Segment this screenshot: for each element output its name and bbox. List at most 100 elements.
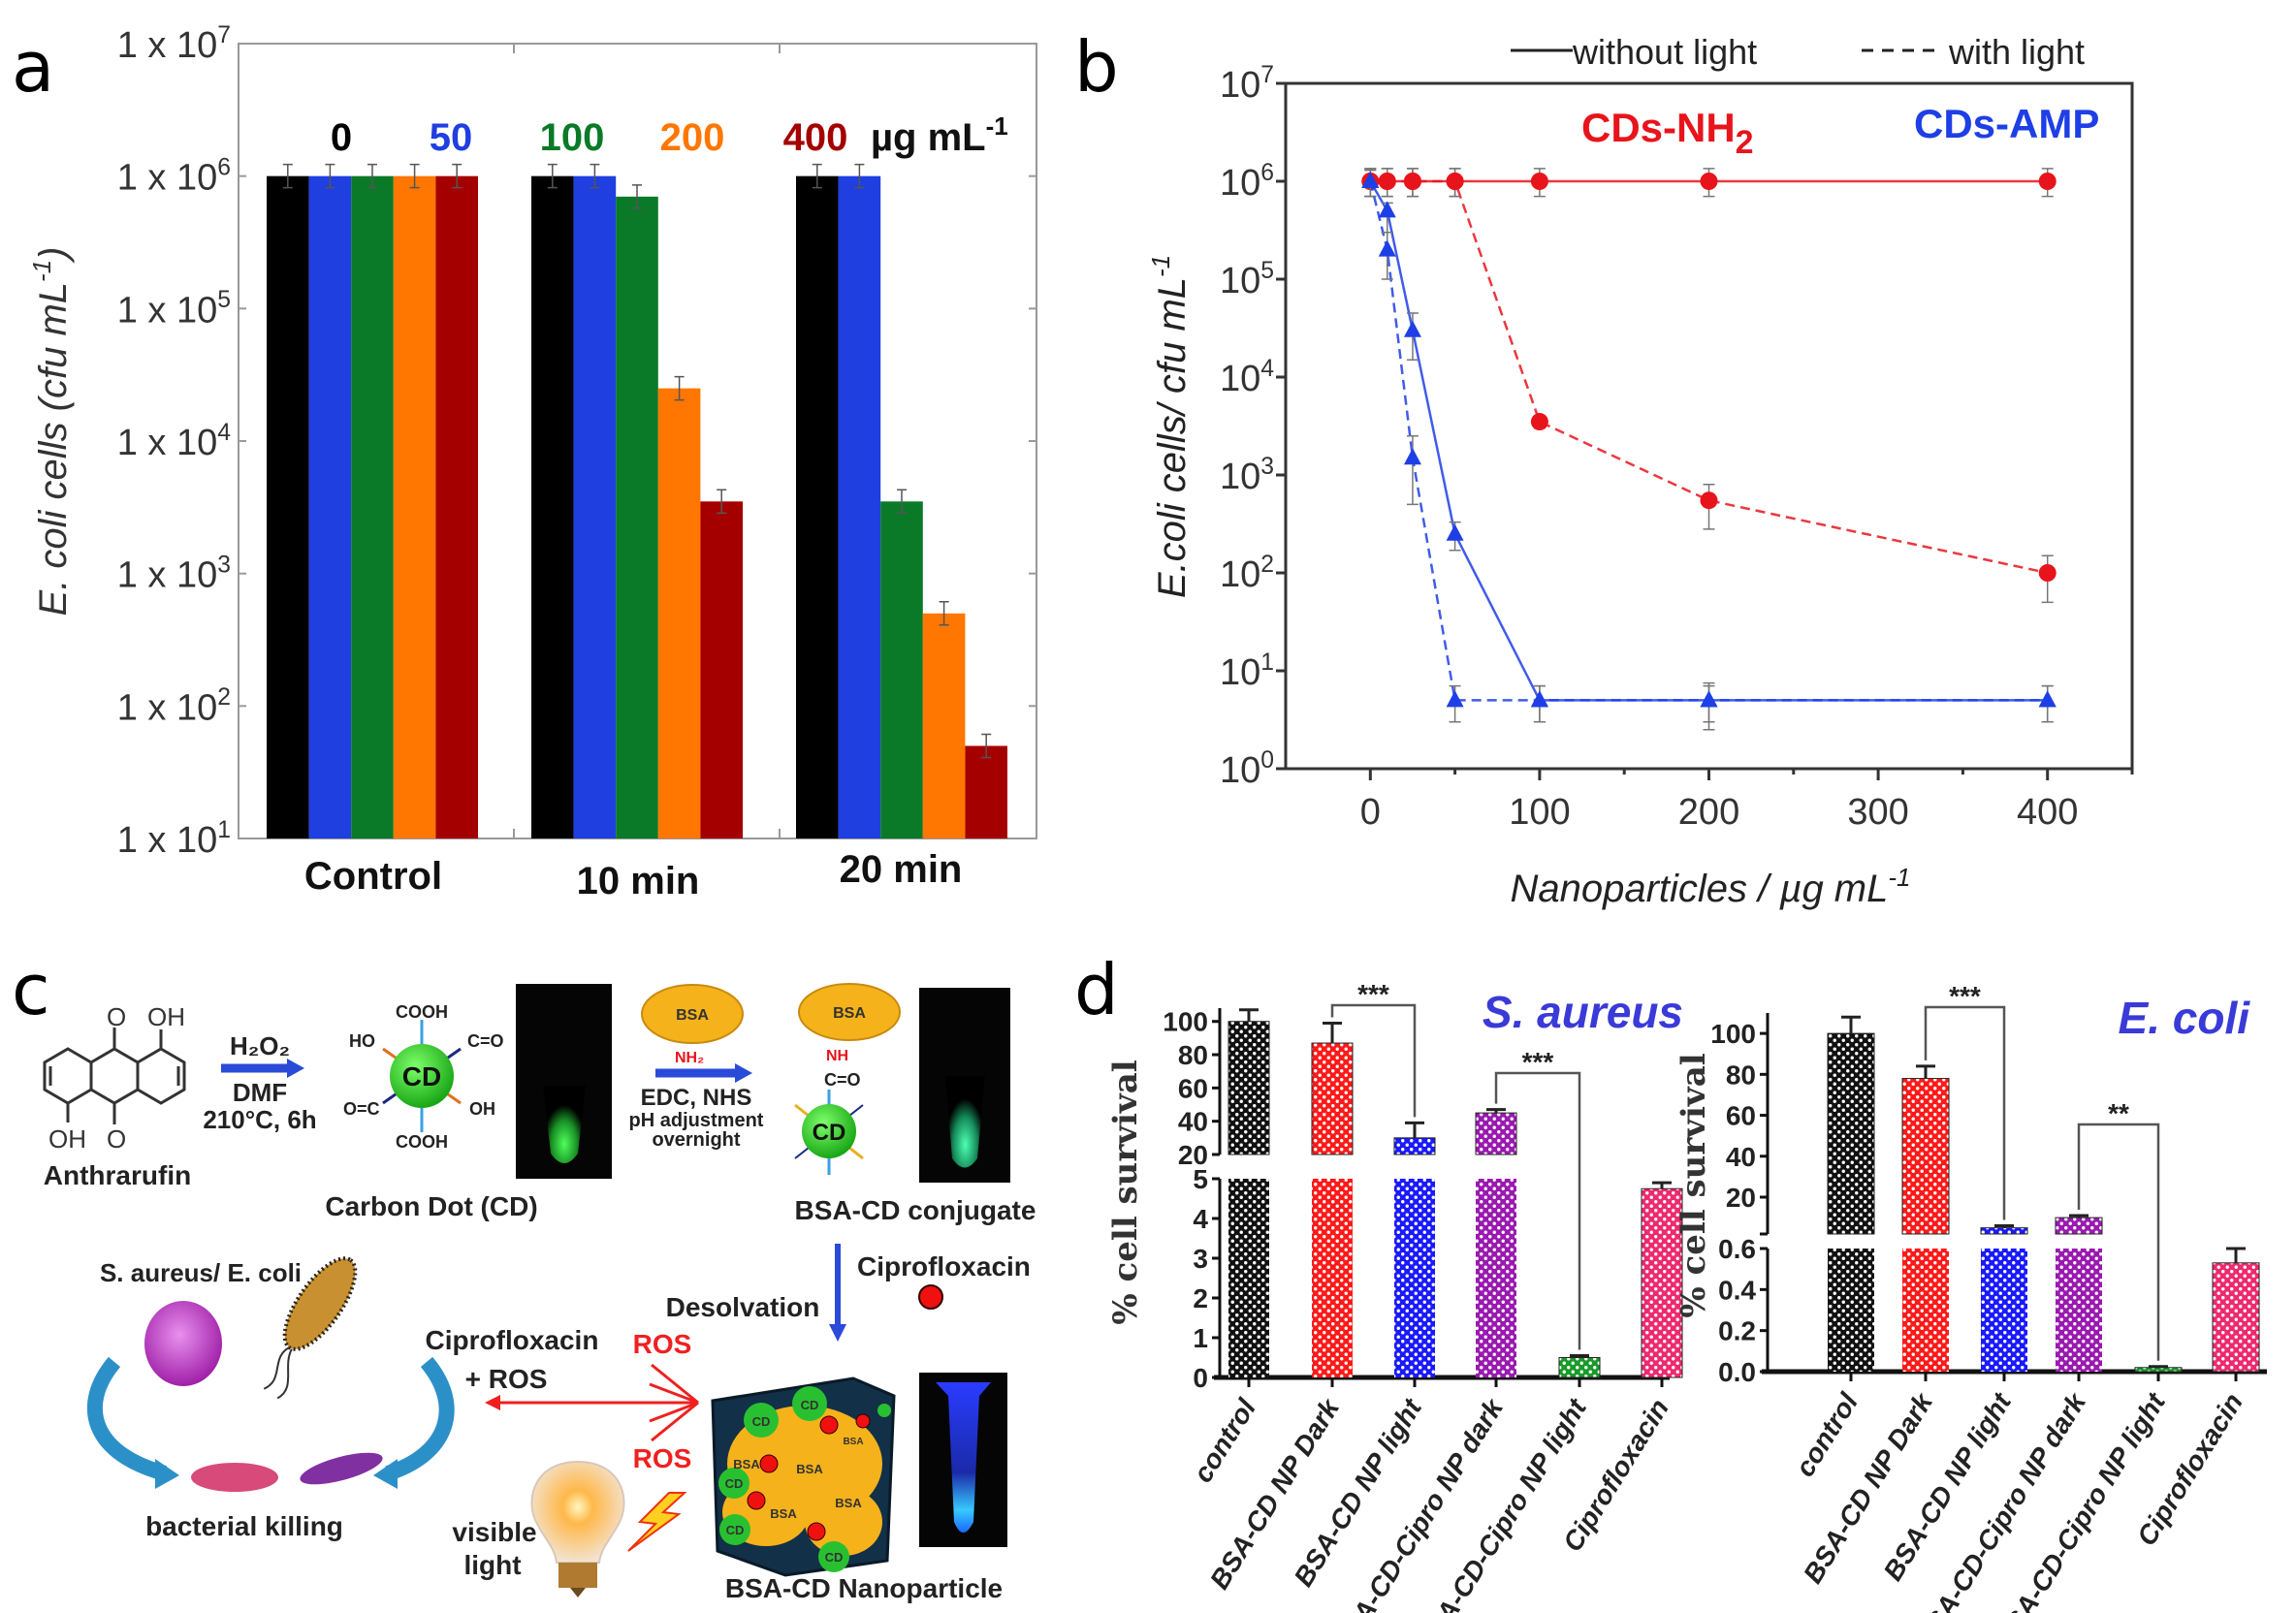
oh-label: OH — [469, 1099, 495, 1119]
data-point — [1446, 173, 1464, 190]
carbon-dot-icon: CD — [794, 1090, 864, 1175]
data-point — [2038, 690, 2057, 708]
error-bar — [1570, 1353, 1589, 1358]
y-tick-label-superscript: 2 — [217, 684, 231, 711]
bar-control-lower — [1828, 1249, 1874, 1372]
ros-rays-icon — [496, 1363, 699, 1442]
bsa-label: BSA — [733, 1457, 760, 1471]
bar-bsa-cd-np-light-lower — [1394, 1179, 1435, 1377]
error-bar — [1405, 1121, 1424, 1138]
arrow-head-icon — [373, 1459, 398, 1489]
error-bar — [1841, 1015, 1861, 1034]
bar-bsa-cd-np-light — [1393, 1137, 1436, 1155]
bar-400-control — [435, 175, 478, 838]
y-tick-label: 107 — [1220, 62, 1274, 106]
y-tick-label: 105 — [1220, 258, 1274, 301]
bar-50-10-min — [573, 175, 617, 838]
bar-400-20-min — [965, 745, 1007, 838]
bar-0-20-min — [796, 175, 839, 838]
bsa-label: BSA — [835, 1496, 862, 1510]
bar-200-20-min — [922, 613, 966, 838]
s-aureus-cell-icon — [144, 1301, 222, 1386]
y-tick-label: 102 — [1220, 552, 1274, 595]
y-tick-label: 100 — [1220, 747, 1274, 791]
y-tick-label: 1 x 106 — [117, 154, 231, 198]
cd-label: CD — [825, 1550, 844, 1565]
error-bar — [854, 163, 865, 189]
co-label: C=O — [824, 1070, 861, 1090]
arrow-head-icon — [735, 1063, 752, 1083]
y-tick-label-text: 1 x 10 — [117, 25, 218, 66]
y-tick-label-superscript: 0 — [1260, 747, 1274, 774]
error-bar — [981, 733, 992, 759]
y-tick-label-text: 10 — [1220, 652, 1260, 693]
e-coli-cell-icon — [263, 1256, 358, 1400]
y-tick-label: 4 — [1193, 1204, 1208, 1234]
significance-label: *** — [1522, 1047, 1554, 1077]
y-tick-label: 101 — [1220, 649, 1274, 693]
y-tick-label-superscript: 5 — [217, 287, 231, 313]
significance-label: ** — [2108, 1098, 2129, 1128]
significance-bracket — [1494, 1071, 1581, 1350]
y-tick-label-text: 1 x 10 — [117, 687, 218, 728]
x-category-label: Control — [304, 855, 442, 898]
error-bar — [590, 163, 600, 189]
cd-label: CD — [813, 1120, 846, 1146]
y-tick-label: 3 — [1193, 1244, 1208, 1274]
panel-label-b: b — [1074, 26, 1119, 108]
significance-bracket — [1330, 1003, 1417, 1118]
bar-bsa-cd-cipro-np-light — [1558, 1357, 1601, 1378]
visible-label: visible — [452, 1517, 536, 1547]
bar-bsa-cd-np-dark-lower — [1312, 1179, 1353, 1377]
series-group-text: CDs-AMP — [1914, 101, 2099, 146]
data-point — [1530, 413, 1548, 431]
x-tick-label: 400 — [2017, 792, 2078, 833]
anthrarufin-structure — [43, 1028, 186, 1124]
bar-bsa-cd-cipro-np-dark — [2055, 1217, 2103, 1235]
bar-bsa-cd-np-light — [1980, 1227, 2028, 1235]
error-bar — [547, 163, 558, 189]
y-tick-label: 106 — [1220, 160, 1274, 204]
y-tick-label-text: 1 x 10 — [117, 158, 218, 199]
bar-100-20-min — [880, 501, 923, 838]
bsa-label: BSA — [833, 1005, 866, 1022]
y-tick-label: 0 — [1193, 1363, 1208, 1393]
y-tick-label-superscript: 4 — [217, 420, 231, 446]
y-tick-label: 1 x 105 — [117, 287, 231, 331]
green-tube-glow — [543, 1086, 586, 1163]
ros-label: ROS — [633, 1443, 692, 1473]
series-line-cds-amp-with-light — [1369, 180, 2048, 702]
ciprofloxacin-molecule-icon — [918, 1284, 943, 1310]
panel-c-schematic: O OH OH O Anthrarufin H₂O₂ DMF 210°C, 6h… — [43, 983, 1036, 1603]
y-tick-label-superscript: 5 — [1260, 258, 1274, 284]
error-bar — [2226, 1247, 2246, 1263]
error-bar — [282, 163, 293, 189]
legend-label: 0 — [331, 116, 352, 159]
bar-100-10-min — [616, 196, 658, 838]
carbon-dot-label: Carbon Dot (CD) — [325, 1191, 537, 1221]
bar-100-control — [351, 175, 394, 838]
y-axis-title-end: ) — [32, 247, 75, 264]
error-bar — [897, 489, 907, 515]
bar-ciprofloxacin — [2212, 1262, 2260, 1373]
x-category-label: control — [1188, 1393, 1262, 1488]
y-tick-label: 40 — [1726, 1142, 1756, 1172]
y-tick-label: 1 x 103 — [117, 552, 231, 595]
legend-unit-text: µg mL — [871, 116, 986, 159]
data-point — [1700, 173, 1718, 190]
y-tick-label: 60 — [1726, 1101, 1756, 1131]
y-tick-label: 1 x 102 — [117, 684, 231, 728]
legend-label: 400 — [783, 116, 848, 159]
y-tick-label: 60 — [1178, 1073, 1208, 1103]
significance-bracket — [2077, 1123, 2160, 1361]
data-point — [2038, 173, 2057, 190]
chart-title: S. aureus — [1483, 987, 1683, 1037]
error-bar — [2069, 1214, 2089, 1218]
y-axis-title: % cell survival — [1674, 1053, 1713, 1317]
hydroxyl-label: OH — [147, 1002, 185, 1031]
cd-label: CD — [725, 1476, 744, 1491]
